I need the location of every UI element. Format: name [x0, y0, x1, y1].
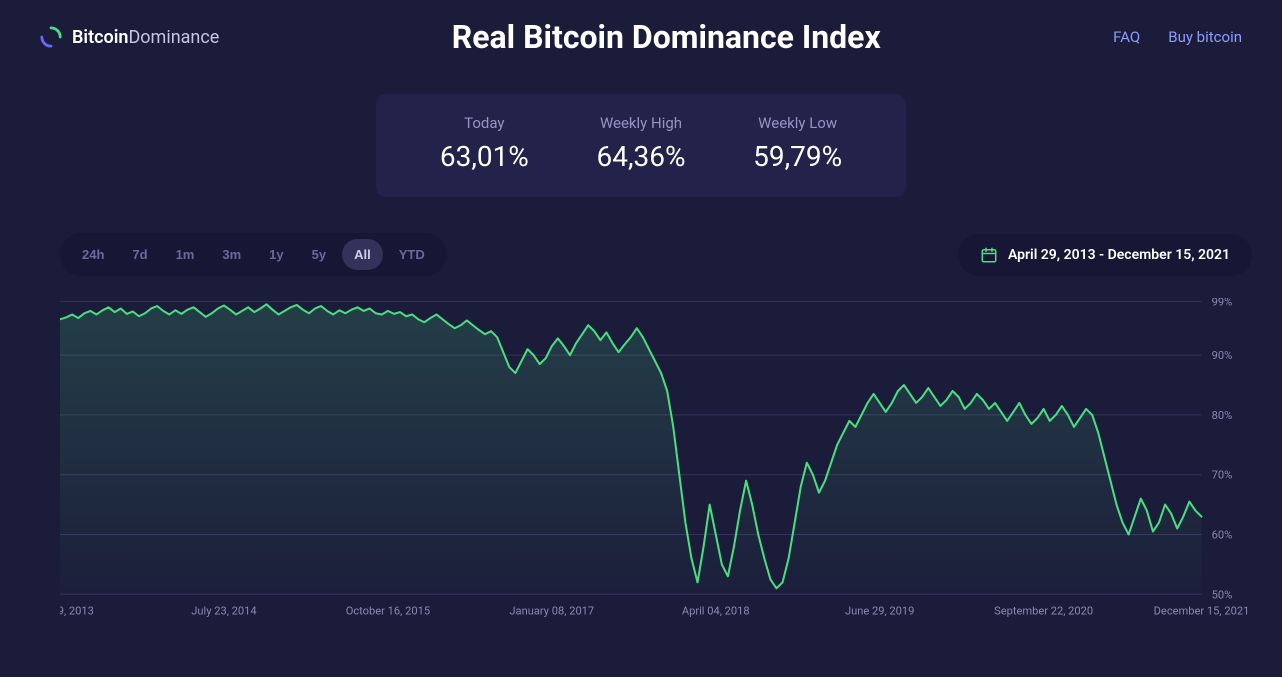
svg-text:60%: 60%	[1212, 529, 1233, 542]
svg-text:December 15, 2021: December 15, 2021	[1154, 604, 1250, 617]
stat-value: 63,01%	[440, 140, 529, 173]
svg-text:April 29, 2013: April 29, 2013	[60, 604, 94, 617]
page-title: Real Bitcoin Dominance Index	[219, 18, 1113, 56]
stat-value: 59,79%	[753, 140, 842, 173]
date-range-label: April 29, 2013 - December 15, 2021	[1008, 247, 1230, 263]
brand-text: BitcoinDominance	[72, 27, 219, 48]
stat-label: Weekly Low	[753, 114, 842, 132]
stat-block: Today 63,01%	[440, 114, 529, 173]
svg-text:January 08, 2017: January 08, 2017	[509, 604, 594, 617]
svg-text:80%: 80%	[1212, 409, 1233, 422]
range-all[interactable]: All	[342, 239, 383, 270]
range-24h[interactable]: 24h	[70, 239, 116, 270]
svg-text:June 29, 2019: June 29, 2019	[845, 604, 914, 617]
brand-logo[interactable]: BitcoinDominance	[40, 26, 219, 48]
svg-text:April 04, 2018: April 04, 2018	[682, 604, 750, 617]
stat-label: Today	[440, 114, 529, 132]
stat-block: Weekly High 64,36%	[597, 114, 686, 173]
date-range-picker[interactable]: April 29, 2013 - December 15, 2021	[958, 234, 1252, 276]
time-range-selector: 24h7d1m3m1y5yAllYTD	[60, 233, 447, 276]
nav-faq[interactable]: FAQ	[1113, 28, 1140, 46]
svg-text:99%: 99%	[1212, 298, 1233, 308]
svg-text:90%: 90%	[1212, 349, 1233, 362]
nav-buy-bitcoin[interactable]: Buy bitcoin	[1168, 28, 1242, 46]
svg-text:September 22, 2020: September 22, 2020	[994, 604, 1093, 617]
range-7d[interactable]: 7d	[120, 239, 159, 270]
range-1y[interactable]: 1y	[257, 239, 295, 270]
stat-value: 64,36%	[597, 140, 686, 173]
svg-text:October 16, 2015: October 16, 2015	[346, 604, 430, 617]
range-5y[interactable]: 5y	[300, 239, 338, 270]
dominance-chart[interactable]: 50% 60% 70% 80% 90% 99% April 29, 2013 July 23,…	[60, 298, 1252, 638]
svg-text:70%: 70%	[1212, 469, 1233, 482]
logo-icon	[40, 26, 62, 48]
calendar-icon	[980, 246, 998, 264]
range-1m[interactable]: 1m	[164, 239, 207, 270]
stat-label: Weekly High	[597, 114, 686, 132]
stat-block: Weekly Low 59,79%	[753, 114, 842, 173]
range-3m[interactable]: 3m	[210, 239, 253, 270]
stats-panel: Today 63,01% Weekly High 64,36% Weekly Low 59…	[376, 94, 906, 197]
range-ytd[interactable]: YTD	[387, 239, 437, 270]
svg-text:July 23, 2014: July 23, 2014	[191, 604, 256, 617]
svg-text:50%: 50%	[1212, 588, 1233, 601]
